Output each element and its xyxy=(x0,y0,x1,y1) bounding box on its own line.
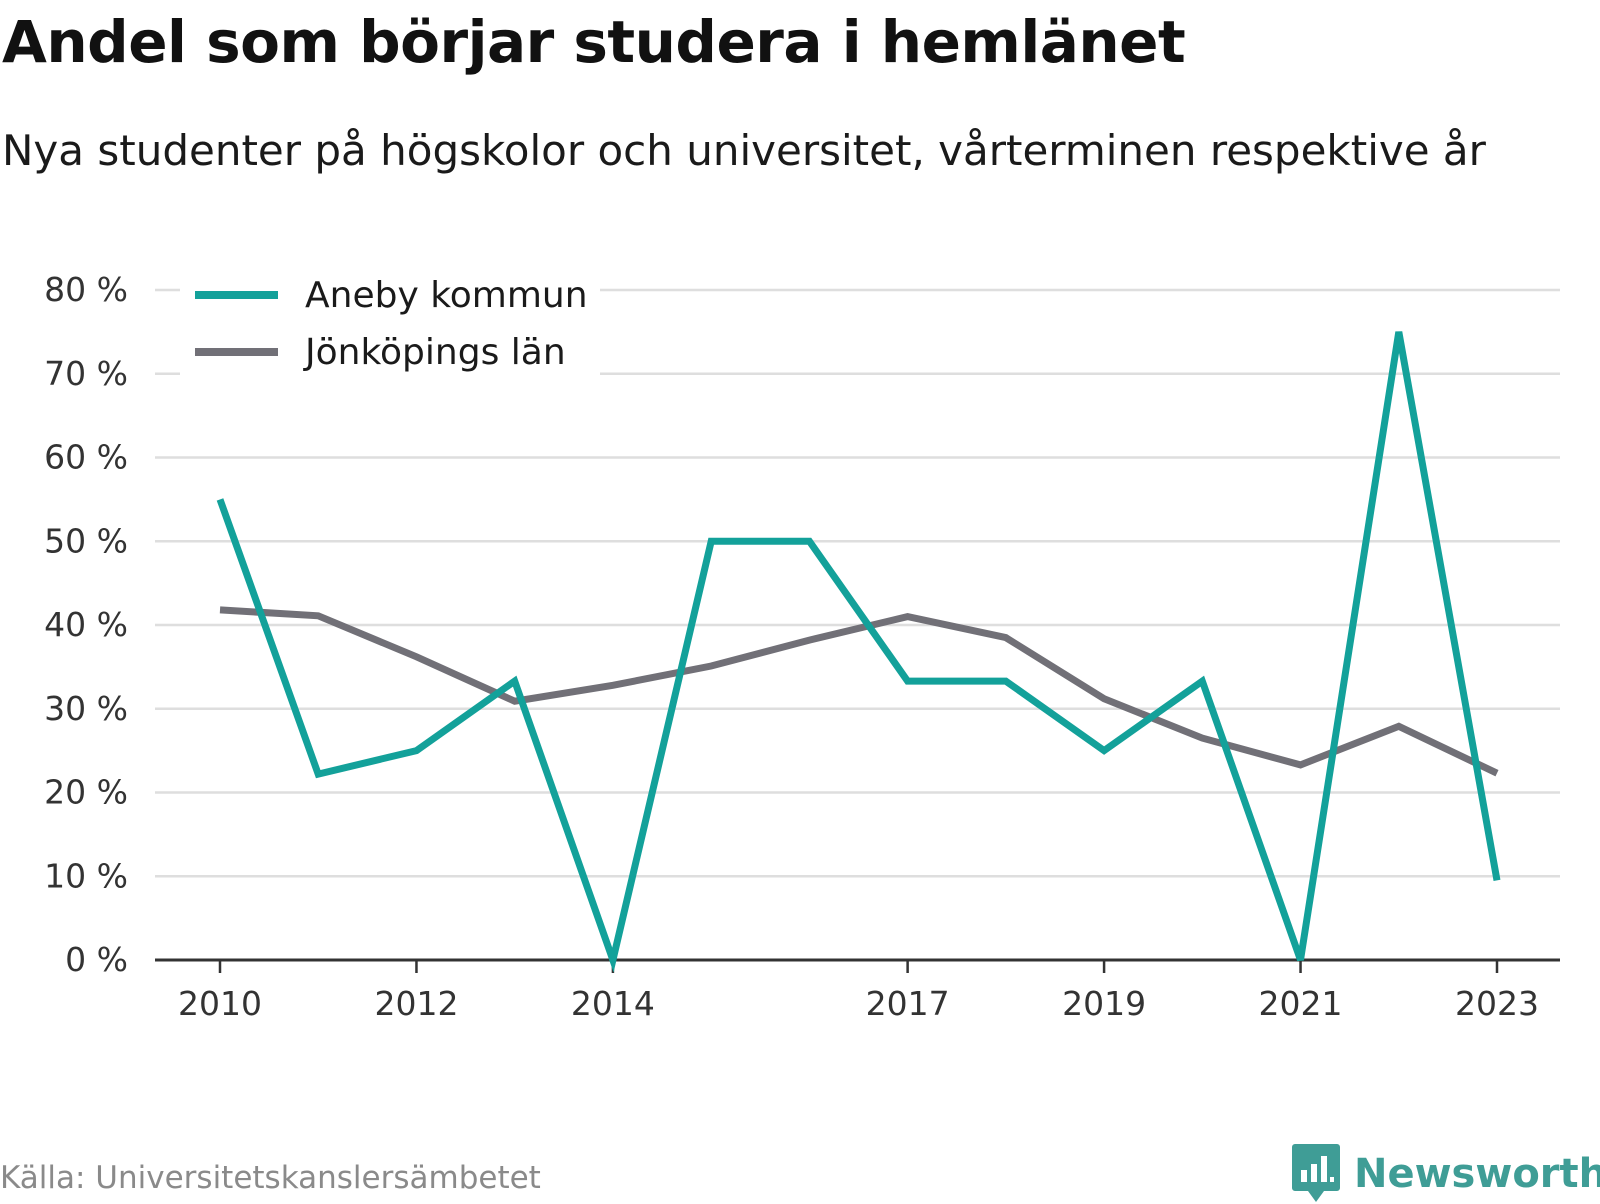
chart-subtitle: Nya studenter på högskolor och universit… xyxy=(2,126,1486,175)
series-line-aneby xyxy=(216,331,1501,973)
x-tick-label: 2019 xyxy=(1062,984,1146,1023)
x-tick-label: 2010 xyxy=(178,984,262,1023)
y-tick-label: 20 % xyxy=(44,773,128,812)
y-tick-label: 30 % xyxy=(44,689,128,728)
x-tick-label: 2023 xyxy=(1455,984,1539,1023)
legend-label: Jönköpings län xyxy=(303,332,566,373)
y-tick-label: 0 % xyxy=(65,940,128,979)
legend-box xyxy=(180,268,600,378)
legend-label: Aneby kommun xyxy=(305,275,588,316)
newsworthy-logo-icon xyxy=(1292,1144,1340,1202)
x-tick-label: 2021 xyxy=(1259,984,1343,1023)
x-tick-label: 2012 xyxy=(374,984,458,1023)
source-note: Källa: Universitetskanslersämbetet xyxy=(0,1160,541,1196)
y-tick-label: 60 % xyxy=(44,438,128,477)
x-tick-label: 2017 xyxy=(866,984,950,1023)
y-tick-label: 70 % xyxy=(44,354,128,393)
y-tick-label: 50 % xyxy=(44,521,128,560)
x-tick-label: 2014 xyxy=(571,984,655,1023)
y-tick-label: 80 % xyxy=(44,270,128,309)
brand-logo: Newsworthy xyxy=(1292,1144,1600,1204)
y-tick-label: 10 % xyxy=(44,856,128,895)
y-tick-label: 40 % xyxy=(44,605,128,644)
chart-title: Andel som börjar studera i hemlänet xyxy=(2,8,1186,76)
series-line-jonkopings-lan xyxy=(219,606,1499,777)
brand-name: Newsworthy xyxy=(1354,1151,1600,1197)
